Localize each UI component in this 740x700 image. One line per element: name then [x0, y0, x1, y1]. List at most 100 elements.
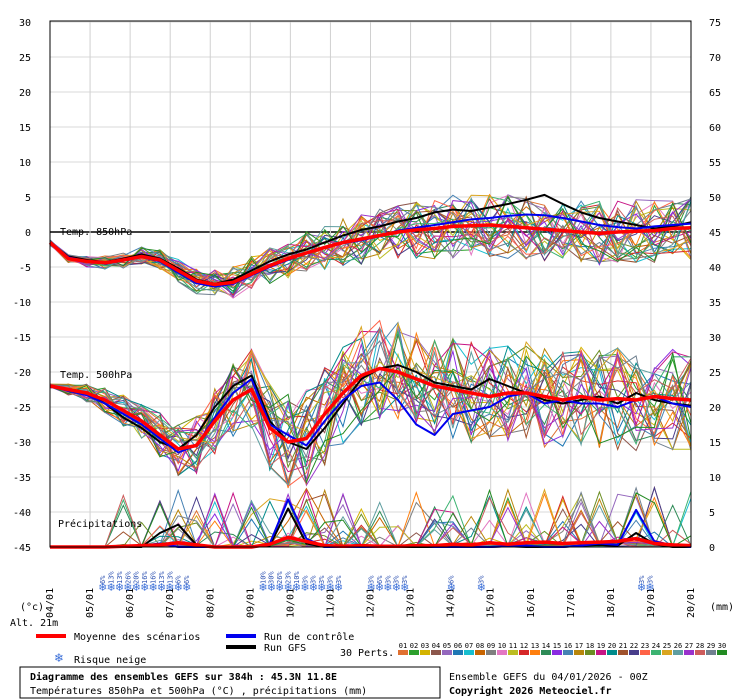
mean-precip-line: [50, 535, 692, 549]
pert-number-label: 14: [542, 642, 550, 650]
snowflake-icon: ❄: [326, 581, 335, 594]
left-tick-label: 20: [19, 88, 31, 99]
snow-risk-pct: 6%: [376, 575, 384, 584]
left-tick-label: 10: [19, 158, 31, 169]
t500-panel-label: Temp. 500hPa: [60, 370, 132, 381]
pert-500-line: [49, 342, 692, 487]
pert-color-swatch: [607, 650, 617, 655]
pert-number-label: 27: [685, 642, 693, 650]
pert-color-swatch: [475, 650, 485, 655]
precip-panel-label: Précipitations: [58, 518, 142, 530]
snow-risk-pct: 6%: [175, 575, 183, 584]
legend-snow-label: Risque neige: [74, 655, 146, 666]
pert-color-swatch: [464, 650, 474, 655]
pert-number-label: 20: [608, 642, 616, 650]
pert-number-label: 28: [696, 642, 704, 650]
pert-color-swatch: [629, 650, 639, 655]
copyright: Copyright 2026 Meteociel.fr: [449, 685, 612, 697]
snowflake-icon: ❄: [317, 581, 326, 594]
right-tick-label: 45: [709, 228, 721, 239]
pert-color-swatch: [662, 650, 672, 655]
grid-lines: [49, 21, 692, 548]
snowflake-icon: ❄: [275, 581, 284, 594]
pert-number-label: 07: [465, 642, 473, 650]
pert-color-swatch: [530, 650, 540, 655]
snow-risk-pct: 16%: [149, 571, 157, 584]
pert-850-line: [49, 198, 692, 296]
left-tick-label: 25: [19, 53, 31, 64]
snow-risk-pct: 3%: [301, 575, 309, 584]
snowflake-icon: ❄: [284, 581, 293, 594]
left-tick-label: 15: [19, 123, 31, 134]
pert-number-label: 26: [674, 642, 682, 650]
snowflake-icon: ❄: [140, 581, 149, 594]
pert-color-swatch: [563, 650, 573, 655]
pert-500-line: [49, 338, 692, 469]
snowflake-icon: ❄: [174, 581, 183, 594]
pert-color-swatch: [508, 650, 518, 655]
x-tick-label: 07/01: [165, 588, 176, 618]
snowflake-icon: ❄: [367, 581, 376, 594]
left-unit-label: (°c): [20, 602, 44, 613]
left-tick-label: 0: [25, 228, 31, 239]
snow-risk-pct: 13%: [107, 571, 115, 584]
snowflake-icon: ❄: [637, 581, 646, 594]
left-tick-label: -40: [13, 508, 31, 519]
snowflake-icon: ❄: [165, 581, 174, 594]
right-tick-label: 40: [709, 263, 721, 274]
x-tick-label: 19/01: [646, 588, 657, 618]
pert-number-label: 29: [707, 642, 715, 650]
snowflake-icon: ❄: [292, 581, 301, 594]
right-tick-label: 25: [709, 368, 721, 379]
legend-snowflake-icon: ❄: [54, 651, 64, 665]
pert-color-swatch: [596, 650, 606, 655]
pert-color-swatch: [673, 650, 683, 655]
pert-number-label: 22: [630, 642, 638, 650]
pert-color-swatch: [519, 650, 529, 655]
snowflake-icon: ❄: [392, 581, 401, 594]
snowflake-icon: ❄: [123, 581, 132, 594]
right-tick-label: 75: [709, 18, 721, 29]
pert-precip-line: [50, 500, 692, 548]
pert-850-line: [49, 202, 692, 295]
altitude-label: Alt. 21m: [10, 618, 58, 629]
snow-risk-pct: 16%: [141, 571, 149, 584]
right-unit-label: (mm): [710, 602, 734, 613]
title-box: [19, 666, 441, 699]
x-tick-label: 20/01: [686, 588, 697, 618]
legend-perts-label: 30 Perts.: [340, 648, 394, 659]
right-tick-label: 65: [709, 88, 721, 99]
x-tick-label: 11/01: [325, 588, 336, 618]
pert-color-swatch: [431, 650, 441, 655]
snowflake-icon: ❄: [300, 581, 309, 594]
snow-risk-pct: 6%: [183, 575, 191, 584]
snowflake-icon: ❄: [106, 581, 115, 594]
x-tick-label: 08/01: [205, 588, 216, 618]
snowflake-icon: ❄: [645, 581, 654, 594]
x-tick-label: 10/01: [285, 588, 296, 618]
pert-color-swatch: [717, 650, 727, 655]
left-tick-label: -15: [13, 333, 31, 344]
pert-number-label: 19: [597, 642, 605, 650]
pert-color-swatch: [695, 650, 705, 655]
right-tick-label: 50: [709, 193, 721, 204]
legend: Moyenne des scénarios Run de contrôle Ru…: [36, 631, 727, 666]
pert-500-line: [49, 348, 692, 481]
right-tick-label: 0: [709, 543, 715, 554]
snow-risk-pct: 10%: [259, 571, 267, 584]
pert-number-label: 01: [399, 642, 407, 650]
right-tick-label: 5: [709, 508, 715, 519]
pert-color-swatch: [442, 650, 452, 655]
snowflake-icon: ❄: [157, 581, 166, 594]
pert-500-line: [49, 352, 692, 484]
pert-number-label: 09: [487, 642, 495, 650]
pert-number-label: 02: [410, 642, 418, 650]
left-tick-label: -45: [13, 543, 31, 554]
t850-panel-label: Temp. 850hPa: [60, 227, 132, 238]
pert-number-label: 13: [531, 642, 539, 650]
pert-color-swatch: [640, 650, 650, 655]
pert-number-label: 18: [586, 642, 594, 650]
right-tick-label: 35: [709, 298, 721, 309]
main-series-lines: [48, 193, 692, 549]
pert-color-swatch: [398, 650, 408, 655]
